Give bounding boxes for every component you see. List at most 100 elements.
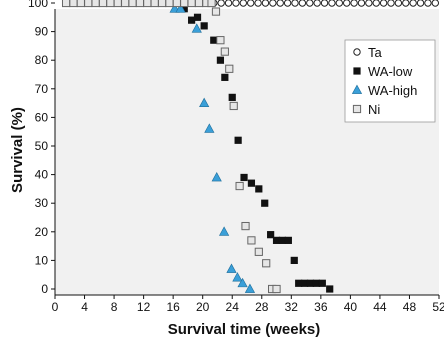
- data-point-ni: [247, 236, 256, 245]
- data-point-ni: [229, 101, 238, 111]
- data-point-ni: [165, 0, 174, 8]
- data-point-wa-high: [226, 263, 237, 273]
- legend-marker-ta: [353, 48, 361, 56]
- data-point-ta: [313, 0, 321, 7]
- data-point-ni: [69, 0, 78, 8]
- data-point-wa-high: [244, 283, 256, 293]
- data-point-wa-low: [188, 16, 196, 24]
- data-point-wa-low: [295, 279, 303, 287]
- x-tick-label: 44: [373, 300, 387, 314]
- data-point-ta: [387, 0, 395, 7]
- data-point-wa-low: [216, 56, 225, 64]
- series-wa-low: [180, 5, 334, 293]
- data-point-wa-low: [240, 173, 248, 182]
- legend-marker-ni: [352, 104, 362, 114]
- data-point-ta: [342, 0, 351, 7]
- x-tick-label: 40: [344, 300, 358, 314]
- y-tick-label: 90: [35, 25, 49, 39]
- data-point-ni: [76, 0, 85, 8]
- data-point-ta: [372, 0, 380, 7]
- data-point-wa-high: [237, 277, 248, 288]
- data-point-ta: [232, 0, 240, 7]
- data-point-ta: [424, 0, 432, 7]
- y-tick-label: 50: [35, 139, 49, 153]
- y-tick-label: 40: [35, 168, 49, 182]
- data-point-ni: [113, 0, 122, 8]
- y-tick-label: 0: [41, 282, 48, 296]
- data-point-wa-low: [284, 236, 292, 244]
- y-axis-ticks: 0 10 20 30 40 50 60 70 80 90 100: [28, 0, 55, 296]
- data-point-ta: [320, 0, 329, 7]
- data-point-ta: [431, 0, 440, 7]
- data-point-ni: [84, 0, 93, 8]
- data-point-ni: [262, 259, 271, 268]
- legend: Ta WA-low WA-high Ni: [344, 39, 436, 123]
- data-point-wa-low: [278, 236, 287, 244]
- y-tick-label: 10: [35, 253, 49, 267]
- x-tick-label: 12: [137, 300, 151, 314]
- data-point-wa-low: [312, 279, 321, 287]
- x-tick-label: 24: [226, 300, 240, 314]
- data-point-ni: [207, 0, 216, 8]
- series-wa-high: [169, 3, 256, 293]
- data-point-ni: [180, 0, 189, 8]
- data-point-ni: [98, 0, 108, 8]
- data-point-wa-low: [247, 179, 256, 187]
- series-layer: [61, 0, 440, 294]
- y-tick-label: 80: [35, 53, 49, 67]
- data-point-ni: [220, 47, 229, 56]
- data-point-wa-low: [221, 73, 229, 81]
- x-tick-label: 52: [432, 300, 444, 314]
- data-point-ni: [235, 181, 244, 191]
- y-tick-label: 100: [28, 0, 48, 10]
- data-point-ni: [225, 64, 234, 73]
- data-point-wa-low: [234, 136, 242, 144]
- series-ni: [61, 0, 281, 294]
- data-point-ni: [194, 0, 204, 8]
- data-point-wa-low: [255, 185, 263, 193]
- data-point-wa-low: [210, 36, 218, 44]
- x-tick-label: 0: [52, 300, 59, 314]
- data-point-ta: [261, 0, 270, 7]
- data-point-ta: [306, 0, 314, 7]
- data-point-ni: [128, 0, 137, 8]
- data-point-ta: [335, 0, 344, 7]
- y-tick-label: 30: [35, 196, 49, 210]
- data-point-ta: [416, 0, 425, 7]
- x-tick-label: 8: [111, 300, 118, 314]
- x-axis-ticks: 0 4 8 12 16 20 24 28 32 36 40 44 48 52: [52, 295, 444, 314]
- data-point-ta: [357, 0, 366, 7]
- data-point-ni: [121, 0, 130, 8]
- data-point-wa-low: [301, 279, 309, 287]
- data-point-ta: [394, 0, 403, 7]
- data-point-ni: [135, 0, 145, 8]
- x-tick-label: 32: [285, 300, 299, 314]
- data-point-ta: [365, 0, 373, 7]
- data-point-ta: [402, 0, 410, 7]
- data-point-ta: [283, 0, 292, 7]
- data-point-wa-high: [191, 23, 202, 33]
- data-point-ni: [211, 7, 221, 16]
- data-point-ni: [157, 0, 167, 8]
- data-point-wa-low: [318, 279, 326, 287]
- legend-label-wa-high: WA-high: [368, 83, 417, 98]
- data-point-ni: [61, 0, 71, 8]
- data-point-wa-low: [272, 236, 281, 244]
- data-point-wa-high: [219, 226, 230, 236]
- data-point-wa-low: [261, 199, 269, 207]
- x-tick-label: 28: [255, 300, 269, 314]
- y-tick-label: 60: [35, 110, 49, 124]
- x-axis-title: Survival time (weeks): [168, 321, 321, 338]
- data-point-wa-low: [290, 256, 298, 264]
- x-tick-label: 4: [81, 300, 88, 314]
- data-point-ni: [143, 0, 152, 8]
- data-point-ta: [224, 0, 233, 7]
- data-point-ta: [269, 0, 277, 7]
- data-point-wa-low: [306, 279, 315, 287]
- legend-marker-wa-high: [351, 84, 363, 94]
- legend-label-ta: Ta: [368, 45, 383, 60]
- data-point-ta: [409, 0, 417, 7]
- legend-label-wa-low: WA-low: [368, 64, 413, 79]
